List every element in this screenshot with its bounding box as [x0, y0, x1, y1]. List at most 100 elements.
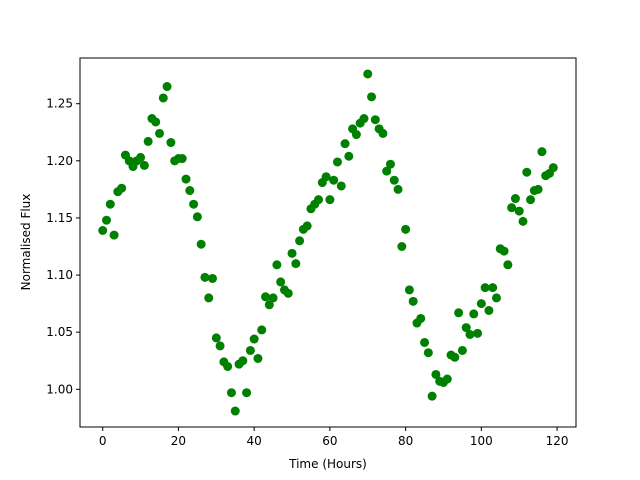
data-point: [208, 273, 218, 283]
data-point: [253, 353, 263, 363]
x-tick-label: 20: [171, 434, 186, 448]
data-point: [457, 345, 467, 355]
data-point: [276, 277, 286, 287]
data-point: [389, 175, 399, 185]
data-point: [461, 323, 471, 333]
data-point: [230, 406, 240, 416]
x-tick-label: 40: [247, 434, 262, 448]
y-tick-label: 1.25: [46, 97, 73, 111]
data-point: [507, 203, 517, 213]
data-point: [196, 239, 206, 249]
data-point: [427, 391, 437, 401]
data-point: [211, 333, 221, 343]
data-point: [548, 163, 558, 173]
data-point: [454, 308, 464, 318]
data-point: [518, 216, 528, 226]
data-point: [397, 242, 407, 251]
data-point: [325, 195, 335, 205]
data-point: [151, 117, 161, 127]
data-point: [264, 300, 274, 310]
x-axis-ticks: 0 20 40 60 80 100 120: [99, 427, 569, 448]
data-point: [321, 172, 331, 182]
data-point: [469, 309, 479, 319]
x-tick-label: 0: [99, 434, 107, 448]
data-point: [404, 285, 414, 295]
data-point: [480, 283, 490, 293]
data-point: [98, 226, 108, 235]
data-point: [109, 230, 119, 240]
data-point: [105, 199, 115, 209]
data-point: [158, 93, 168, 103]
data-point: [117, 183, 127, 193]
y-tick-label: 1.15: [46, 211, 73, 225]
data-point: [139, 160, 149, 170]
data-point: [537, 147, 547, 157]
data-point: [476, 299, 486, 309]
data-point: [283, 288, 293, 298]
data-point: [367, 92, 377, 102]
data-point: [363, 69, 373, 79]
y-axis-label: Normalised Flux: [19, 194, 33, 291]
x-tick-label: 120: [546, 434, 569, 448]
data-point: [344, 151, 354, 161]
data-point: [382, 166, 392, 176]
data-point: [420, 337, 430, 347]
y-axis-ticks: 1.00 1.05 1.10 1.15 1.20 1.25: [46, 97, 80, 396]
data-point: [533, 184, 543, 194]
data-point: [215, 341, 225, 351]
data-point: [442, 374, 452, 384]
data-point: [503, 260, 513, 270]
data-point: [473, 328, 483, 338]
data-point: [143, 136, 153, 146]
data-point: [295, 236, 305, 246]
data-point: [192, 212, 202, 222]
data-point: [261, 292, 271, 302]
data-point: [329, 175, 339, 185]
data-point: [238, 356, 248, 366]
data-point: [450, 352, 460, 362]
data-point: [181, 174, 191, 184]
data-point: [488, 283, 498, 293]
data-point: [242, 388, 252, 398]
data-point: [162, 82, 172, 92]
data-point: [189, 199, 199, 209]
y-tick-label: 1.00: [46, 382, 73, 396]
data-point: [291, 259, 301, 269]
data-point: [431, 369, 441, 379]
data-point: [332, 157, 342, 167]
data-point: [393, 184, 403, 194]
data-point: [484, 305, 494, 315]
data-point: [510, 194, 520, 204]
data-point: [526, 195, 536, 205]
x-tick-label: 100: [470, 434, 493, 448]
data-point: [340, 139, 350, 149]
x-tick-label: 80: [398, 434, 413, 448]
y-tick-label: 1.10: [46, 268, 73, 282]
data-point: [351, 130, 361, 140]
x-tick-label: 60: [322, 434, 337, 448]
data-point: [314, 195, 324, 205]
data-point: [272, 260, 282, 270]
data-point: [408, 296, 418, 306]
data-point: [401, 224, 411, 234]
data-point: [257, 325, 267, 335]
data-point: [416, 313, 426, 323]
data-point: [185, 186, 195, 196]
x-axis-label: Time (Hours): [288, 457, 367, 471]
data-point: [378, 128, 388, 138]
data-point: [522, 167, 532, 177]
data-point: [249, 334, 259, 344]
data-points: [98, 69, 558, 416]
data-point: [102, 215, 111, 225]
data-point: [226, 388, 236, 398]
data-point: [155, 128, 165, 138]
data-point: [359, 114, 369, 124]
data-point: [204, 293, 214, 303]
data-point: [370, 115, 380, 125]
data-point: [491, 293, 501, 303]
data-point: [287, 248, 297, 258]
data-point: [268, 293, 278, 303]
data-point: [245, 345, 255, 355]
